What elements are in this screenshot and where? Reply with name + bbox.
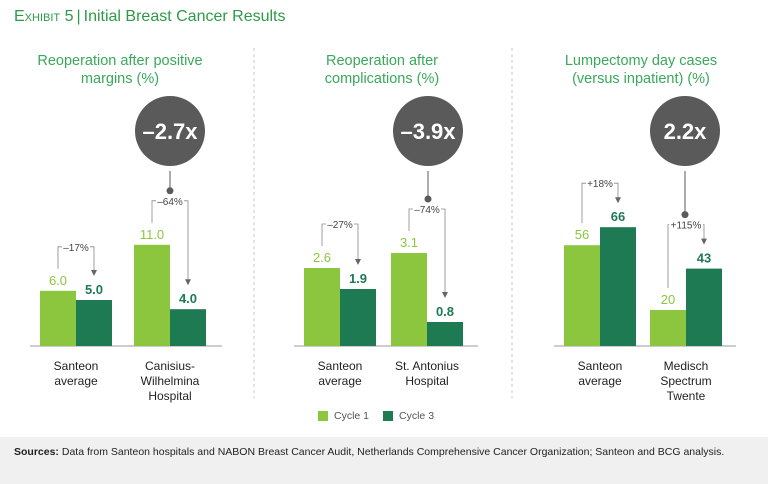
panel-3-group-1-label-cycle-1: 56 (575, 227, 589, 242)
panel-2-group-2-change-label-bg (413, 202, 441, 215)
panel-1-multiplier-circle (135, 96, 205, 166)
panel-2-group-1-category-label-line-2: average (318, 374, 362, 388)
panel-1-group-2-change-label-bg (156, 193, 184, 207)
source-note: Sources: Data from Santeon hospitals and… (14, 446, 754, 459)
legend-item-cycle-1: Cycle 1 (318, 410, 369, 422)
legend-item-cycle-3: Cycle 3 (383, 410, 434, 422)
panel-1-title-line-2: margins (%) (80, 71, 160, 87)
panel-1-title-line-1: Reoperation after positive (37, 53, 203, 69)
source-text: Data from Santeon hospitals and NABON Br… (61, 446, 725, 458)
panel-3-group-1-bar-cycle-3 (600, 227, 636, 346)
panel-2-group-2-bar-cycle-1 (391, 253, 427, 346)
panel-1-multiplier-dot (166, 187, 174, 195)
panel-2-group-1-change-label-bg (326, 217, 354, 230)
panel-3-group-1-bar-cycle-1 (564, 245, 600, 346)
panel-1-group-2-change-label: –64% (157, 197, 183, 208)
legend-swatch-cycle-1 (318, 411, 328, 421)
panel-3-group-2-bar-cycle-3 (686, 268, 722, 346)
panel-1-group-2-category-label-line-3: Hospital (148, 389, 191, 403)
panel-3-group-1-label-cycle-3: 66 (611, 209, 625, 224)
panel-2-group-2-category-label-line-1: St. Antonius (395, 359, 459, 373)
legend: Cycle 1 Cycle 3 (318, 410, 448, 422)
panel-3-group-2-category-label-line-3: Twente (667, 389, 706, 403)
panel-2-group-1-label-cycle-3: 1.9 (349, 271, 367, 286)
panel-3-group-2-category-label-line-2: Spectrum (660, 374, 711, 388)
panel-2-group-2-label-cycle-1: 3.1 (400, 235, 418, 250)
exhibit-label: Exhibit 5 (14, 8, 74, 25)
exhibit-title-text: Initial Breast Cancer Results (83, 8, 286, 25)
panel-3-group-2-label-cycle-3: 43 (697, 251, 711, 266)
panel-3-group-2-change-arrowhead (701, 238, 707, 245)
panel-3-group-1-change-label: +18% (587, 179, 613, 190)
panel-2-group-1-bar-cycle-3 (340, 289, 376, 346)
legend-label-cycle-1: Cycle 1 (334, 410, 370, 422)
legend-label-cycle-3: Cycle 3 (399, 410, 435, 422)
panel-2-title-line-1: Reoperation after (325, 53, 439, 69)
panel-1-group-1-category-label-line-2: average (54, 374, 98, 388)
panel-1-group-1-change-arrowhead (91, 270, 97, 276)
panel-3-group-2-category-label-line-1: Medisch (664, 359, 709, 373)
panel-1-group-2-bar-cycle-3 (170, 309, 206, 346)
panel-1-group-1-change-label-bg (62, 239, 90, 253)
panel-3-multiplier-text: 2.2x (664, 119, 708, 144)
legend-swatch-cycle-3 (383, 411, 394, 421)
panel-2-multiplier-text: –3.9x (400, 119, 456, 144)
panel-3-group-1-change-arrowhead (615, 197, 621, 204)
panel-2-group-2-category-label-line-2: Hospital (405, 374, 448, 388)
panel-3-group-1-category-label-line-1: Santeon (578, 359, 623, 373)
panel-2-title-line-2: complications (%) (324, 71, 440, 87)
panel-1-title: Reoperation after positive margins (%) (10, 52, 230, 88)
panel-2-multiplier-circle (393, 96, 463, 166)
panel-2-group-2-change-label: –74% (414, 205, 440, 216)
panel-1-group-1-bar-cycle-1 (40, 290, 76, 346)
panel-2-group-1-change-arrowhead (355, 259, 361, 265)
panel-3-title-line-1: Lumpectomy day cases (564, 53, 718, 69)
panel-1-group-2-change-arrowhead (185, 279, 191, 286)
panel-3-group-1-category-label-line-2: average (578, 374, 622, 388)
panel-1-group-2-category-label-line-2: Wilhelmina (141, 374, 200, 388)
panel-3-title-line-2: (versus inpatient) (%) (572, 71, 710, 87)
panel-2-group-1-change-label: –27% (327, 220, 353, 231)
source-label: Sources: (14, 446, 59, 458)
panel-1-multiplier-text: –2.7x (142, 119, 198, 144)
footer-band (0, 437, 768, 484)
panel-3-group-2-change-label: +115% (671, 221, 702, 232)
panel-3-group-2-label-cycle-1: 20 (661, 292, 675, 307)
title-separator: | (76, 8, 81, 25)
panel-3-group-1-change-label-bg (586, 176, 614, 190)
panel-2-group-1-bar-cycle-1 (304, 268, 340, 346)
panel-1-group-2-label-cycle-3: 4.0 (179, 291, 197, 306)
panel-3-title: Lumpectomy day cases (versus inpatient) … (531, 52, 751, 88)
panel-1-group-2-bar-cycle-1 (134, 244, 170, 346)
panel-3-group-2-bar-cycle-1 (650, 310, 686, 346)
exhibit-title: Exhibit 5 | Initial Breast Cancer Results (14, 8, 285, 26)
panel-1-group-1-label-cycle-1: 6.0 (49, 273, 67, 288)
panel-1-group-1-bar-cycle-3 (76, 300, 112, 346)
panel-1-group-2-label-cycle-1: 11.0 (140, 227, 164, 242)
panel-3-multiplier-dot (681, 211, 689, 219)
panel-1-group-1-change-label: –17% (63, 243, 89, 254)
panel-3-multiplier-circle (650, 96, 720, 166)
panel-2-multiplier-dot (424, 195, 432, 203)
panel-2-group-1-category-label-line-1: Santeon (318, 359, 363, 373)
panel-2-title: Reoperation after complications (%) (272, 52, 492, 88)
panel-2-group-1-label-cycle-1: 2.6 (313, 250, 331, 265)
panel-2-group-2-bar-cycle-3 (427, 322, 463, 346)
panel-1-group-1-category-label-line-1: Santeon (54, 359, 99, 373)
panel-1-group-1-label-cycle-3: 5.0 (85, 282, 103, 297)
panel-1-group-2-category-label-line-1: Canisius- (145, 359, 195, 373)
panel-3-group-2-change-label-bg (669, 217, 703, 231)
panel-2-group-2-label-cycle-3: 0.8 (436, 304, 454, 319)
panel-2-group-2-change-arrowhead (442, 292, 448, 298)
